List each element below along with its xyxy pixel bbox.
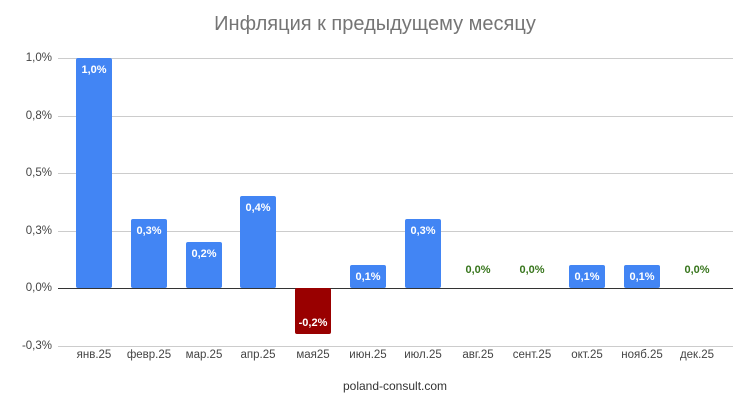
x-axis-tick-label: дек.25 (679, 349, 715, 361)
bar-янв.25[interactable] (76, 58, 112, 288)
bar-value-label: -0,2% (298, 317, 328, 329)
bar-июл.25[interactable] (405, 219, 441, 288)
bar-value-label: 0,4% (245, 202, 271, 214)
bar-окт.25[interactable] (569, 265, 605, 288)
bar-value-label: 0,2% (191, 248, 217, 260)
bar-value-label: 0,3% (136, 225, 162, 237)
gridline (58, 231, 733, 232)
x-axis-tick-label: июн.25 (349, 349, 387, 361)
x-axis-tick-label: февр.25 (126, 349, 172, 361)
y-axis-tick-label: 0,8% (25, 110, 52, 122)
bar-value-label: 0,3% (410, 225, 436, 237)
gridline (58, 173, 733, 174)
bar-value-label: 0,0% (465, 264, 491, 276)
bar-value-label: 0,1% (629, 271, 655, 283)
x-axis-tick-label: нояб.25 (621, 349, 663, 361)
x-axis-tick-label: апр.25 (240, 349, 276, 361)
bar-мая25[interactable] (295, 288, 331, 334)
bar-value-label: 0,0% (519, 264, 545, 276)
gridline (58, 346, 733, 347)
gridline (58, 58, 733, 59)
bar-апр.25[interactable] (240, 196, 276, 288)
bar-июн.25[interactable] (350, 265, 386, 288)
source-caption: poland-consult.com (342, 379, 448, 393)
bar-нояб.25[interactable] (624, 265, 660, 288)
bar-value-label: 0,1% (355, 271, 381, 283)
bar-value-label: 0,1% (574, 271, 600, 283)
gridline (58, 116, 733, 117)
zero-baseline (58, 288, 733, 289)
x-axis-tick-label: июл.25 (404, 349, 442, 361)
y-axis-tick-label: -0,3% (21, 340, 52, 352)
x-axis-tick-label: мая25 (296, 349, 330, 361)
x-axis-tick-label: янв.25 (76, 349, 112, 361)
chart-title: Инфляция к предыдущему месяцу (214, 13, 536, 35)
bar-февр.25[interactable] (131, 219, 167, 288)
y-axis-tick-label: 0,0% (25, 282, 52, 294)
y-axis-tick-label: 0,5% (25, 167, 52, 179)
x-axis-tick-label: окт.25 (571, 349, 603, 361)
y-axis-tick-label: 1,0% (25, 52, 52, 64)
x-axis-tick-label: авг.25 (462, 349, 494, 361)
bar-мар.25[interactable] (186, 242, 222, 288)
y-axis-tick-label: 0,3% (25, 225, 52, 237)
x-axis-tick-label: мар.25 (185, 349, 223, 361)
bar-value-label: 1,0% (81, 64, 107, 76)
bar-value-label: 0,0% (684, 264, 710, 276)
x-axis-tick-label: сент.25 (512, 349, 552, 361)
